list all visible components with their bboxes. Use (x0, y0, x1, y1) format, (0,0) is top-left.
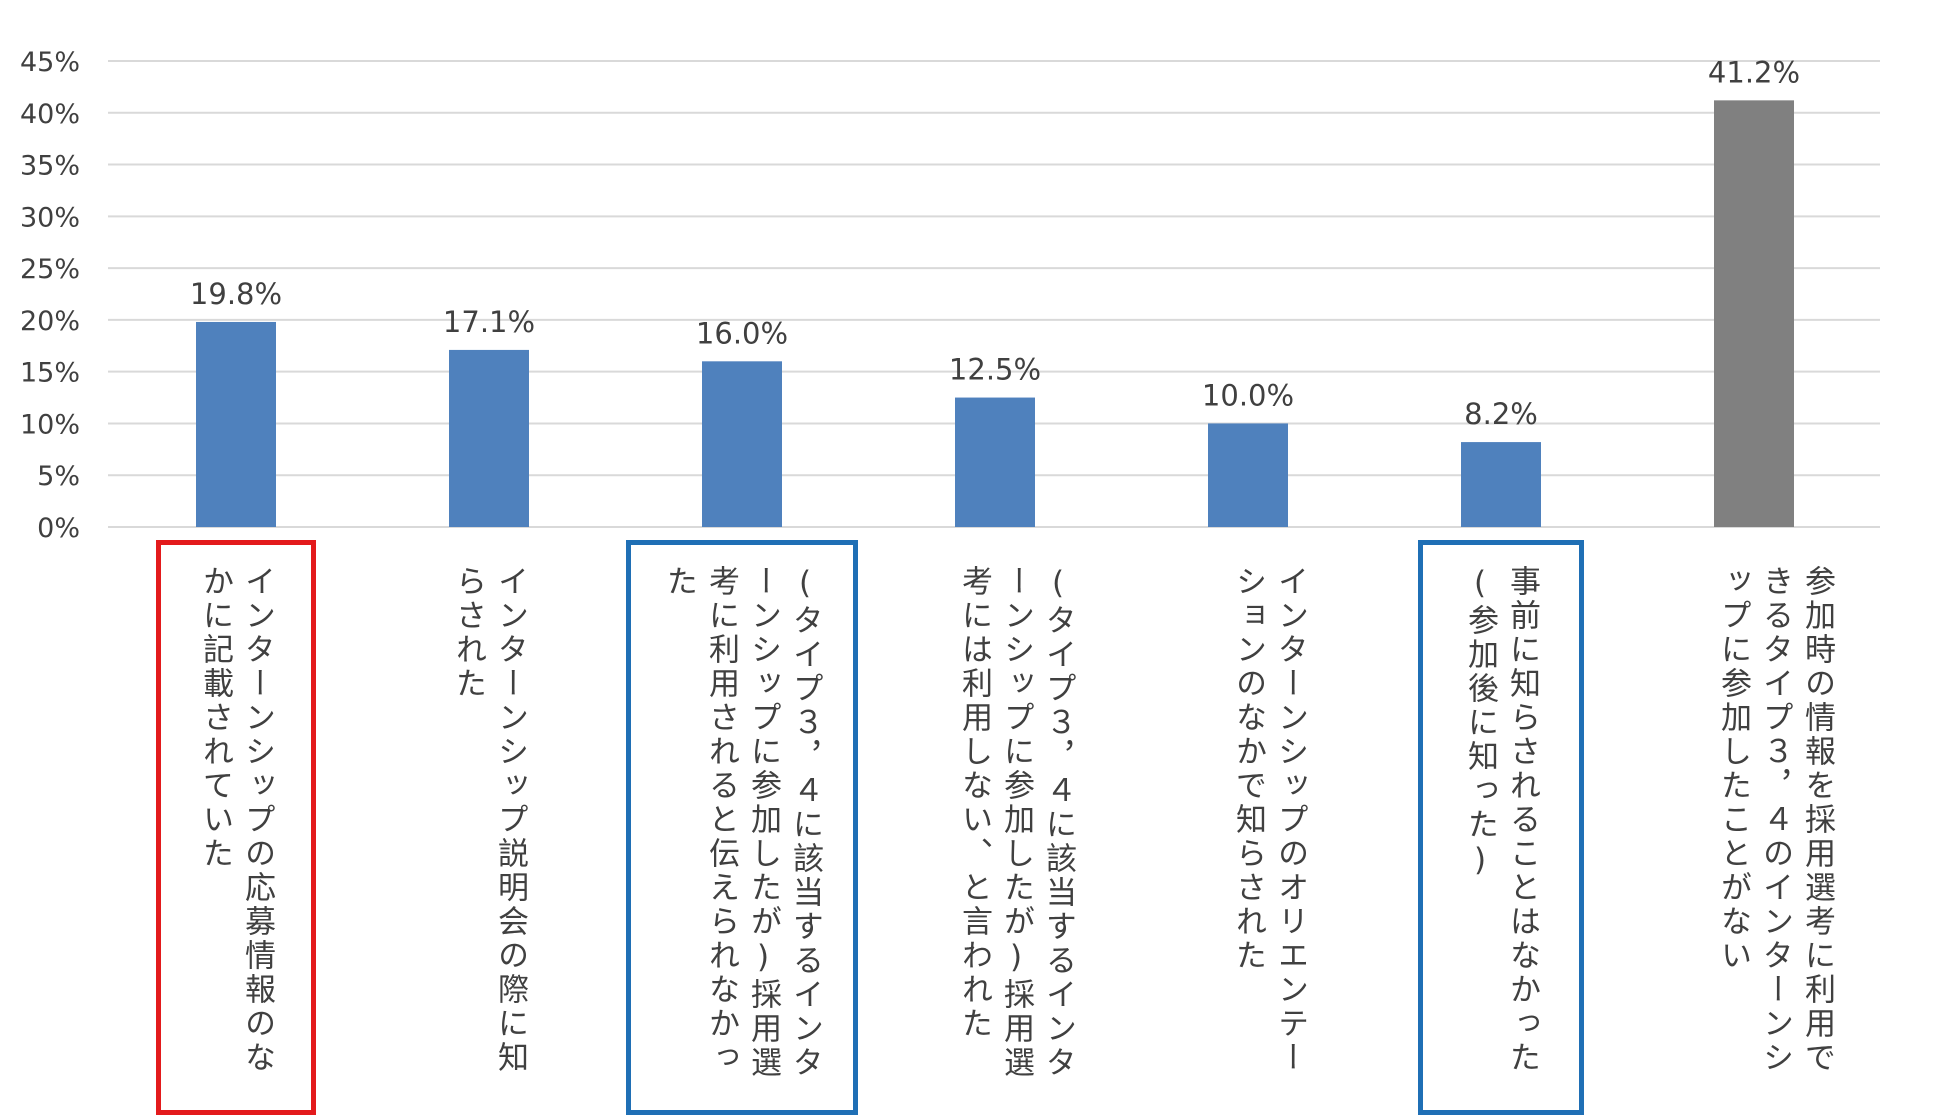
y-axis-ticks: 0% 5% 10% 15% 20% 25% 30% 35% 40% 45% (20, 47, 80, 544)
bar (1208, 423, 1288, 527)
grid-layer (108, 60, 1880, 528)
bar (1714, 100, 1794, 528)
data-label: 17.1% (443, 305, 535, 339)
y-tick-label: 25% (20, 254, 80, 285)
y-tick-label: 20% (20, 306, 80, 337)
highlight-box-blue (626, 540, 858, 1115)
highlight-box-blue (1418, 540, 1584, 1115)
data-label: 10.0% (1202, 378, 1294, 412)
y-tick-label: 10% (20, 409, 80, 440)
data-label: 16.0% (696, 316, 788, 350)
data-label: 41.2% (1708, 55, 1800, 89)
bar (196, 321, 276, 527)
category-label: インターンシップのオリエンテーションのなかで知らされた (1230, 565, 1308, 1075)
category-label: インターンシップ説明会の際に知らされた (450, 565, 528, 1075)
bar (702, 361, 782, 527)
bars (196, 100, 1794, 528)
data-labels: 19.8% 17.1% 16.0% 12.5% 10.0% 8.2% 41.2% (190, 55, 1800, 431)
y-tick-label: 35% (20, 151, 80, 182)
bar (1461, 442, 1541, 527)
y-tick-label: 5% (37, 461, 80, 492)
y-tick-label: 45% (20, 47, 80, 78)
category-label: 事前に知らされることはなかった(参加後に知った) (1462, 565, 1540, 1075)
y-tick-label: 15% (20, 358, 80, 389)
category-label: インターンシップの応募情報のなかに記載されていた (197, 565, 275, 1075)
category-label: (タイプ３，４に該当するインターンシップに参加したが)採用選考には利用しない、と… (956, 565, 1076, 1080)
y-tick-label: 40% (20, 99, 80, 130)
y-tick-label: 0% (37, 513, 80, 544)
data-label: 12.5% (949, 353, 1041, 387)
bar (449, 349, 529, 527)
category-label: (タイプ３，４に該当するインターンシップに参加したが)採用選考に利用されると伝え… (661, 565, 823, 1080)
data-label: 8.2% (1464, 397, 1538, 431)
data-label: 19.8% (190, 277, 282, 311)
highlight-box-red (156, 540, 316, 1115)
category-label: 参加時の情報を採用選考に利用できるタイプ３，４のインターンシップに参加したことが… (1715, 565, 1835, 1075)
bar (955, 397, 1035, 527)
y-tick-label: 30% (20, 202, 80, 233)
